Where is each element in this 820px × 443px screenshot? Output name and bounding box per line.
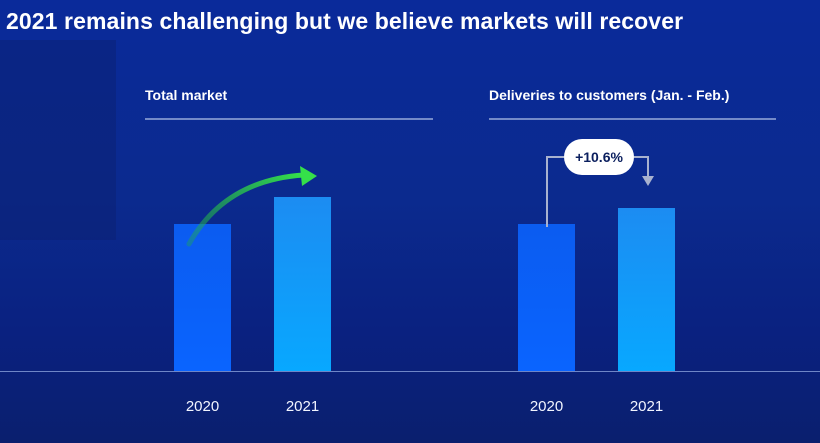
connector-arrow-down-icon (642, 176, 654, 186)
x-tick-label: 2020 (529, 398, 564, 415)
growth-badge: +10.6% (564, 139, 634, 175)
chart-title-total-market: Total market (145, 87, 228, 103)
x-tick-label: 2020 (185, 398, 220, 415)
growth-arrow-icon (300, 166, 317, 186)
chart-baseline (0, 371, 820, 372)
connector-line-left (546, 156, 564, 227)
growth-arrow-curve (186, 172, 307, 247)
bar-deliveries-2020 (518, 224, 575, 371)
bar-total-market-2021 (274, 197, 331, 371)
slide-title: 2021 remains challenging but we believe … (6, 8, 684, 34)
chart-title-rule (145, 118, 433, 120)
x-tick-label: 2021 (285, 398, 320, 415)
chart-title-rule (489, 118, 776, 120)
bar-total-market-2020 (174, 224, 231, 371)
chart-title-deliveries: Deliveries to customers (Jan. - Feb.) (489, 87, 730, 103)
x-tick-label: 2021 (629, 398, 664, 415)
connector-line-right (634, 156, 649, 178)
bar-deliveries-2021 (618, 208, 675, 371)
background-panel (0, 40, 116, 240)
